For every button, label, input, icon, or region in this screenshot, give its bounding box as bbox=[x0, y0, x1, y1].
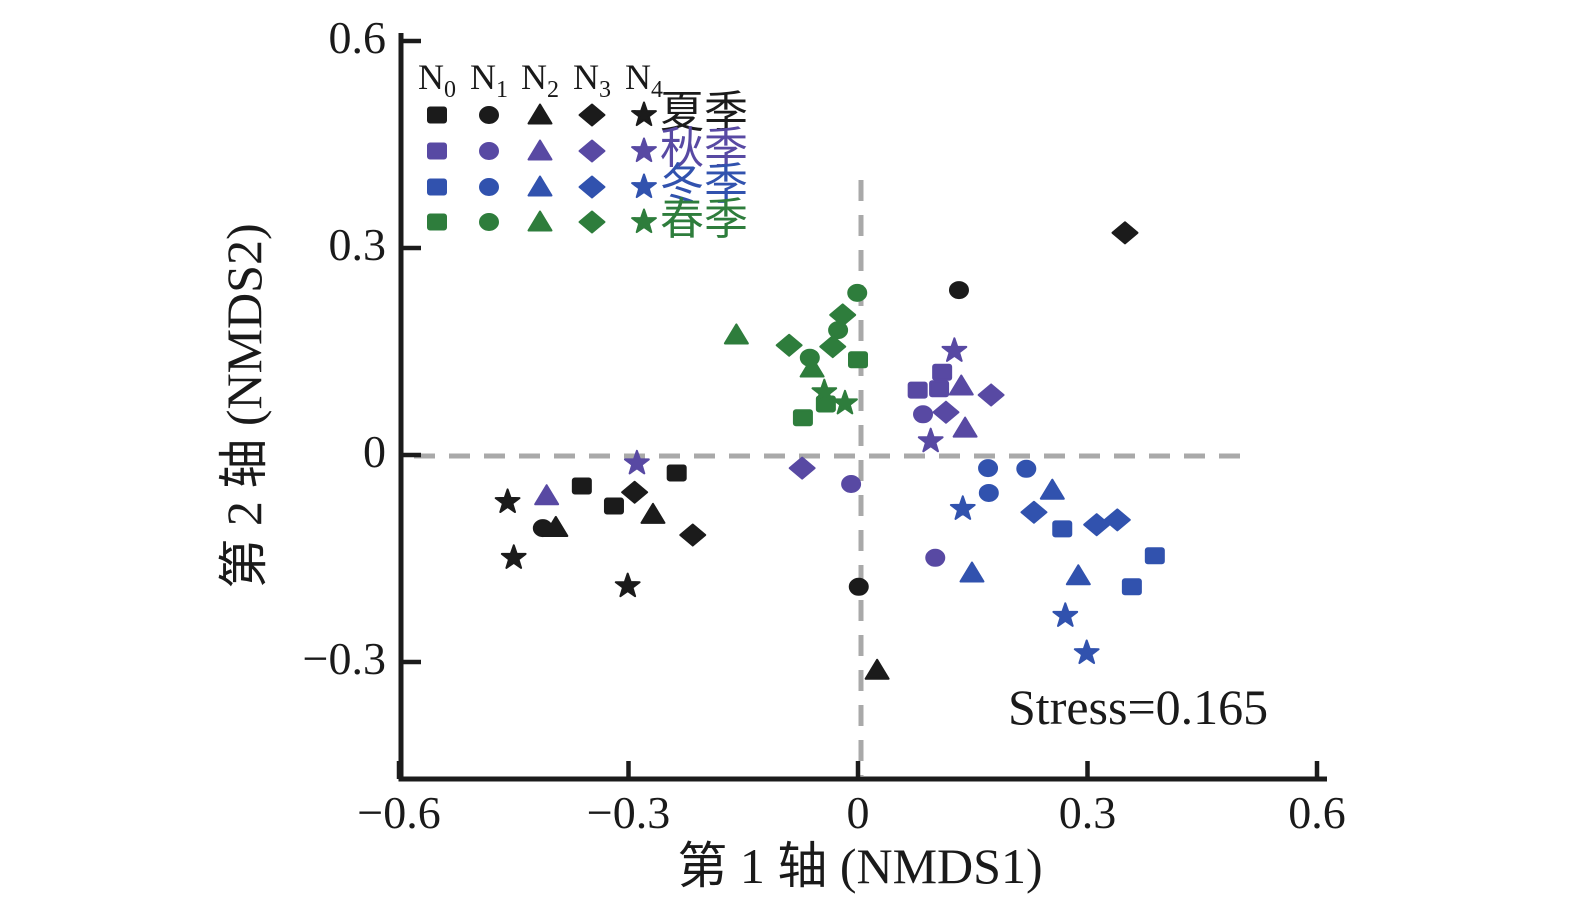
marker-summer-N3 bbox=[1111, 221, 1139, 245]
marker-summer-N0 bbox=[603, 497, 624, 515]
marker-spring-N1 bbox=[847, 283, 868, 302]
legend-marker-spring-N0 bbox=[427, 213, 447, 231]
x-tick-label: 0 bbox=[846, 787, 870, 838]
marker-winter-N0 bbox=[1052, 520, 1073, 538]
legend-marker-winter-N1 bbox=[479, 178, 499, 196]
marker-winter-N2 bbox=[959, 561, 985, 583]
marker-winter-N1 bbox=[978, 459, 999, 478]
marker-summer-N0 bbox=[571, 477, 592, 495]
y-tick-label: 0.3 bbox=[328, 219, 387, 270]
marker-winter-N2 bbox=[1039, 478, 1065, 500]
marker-summer-N0 bbox=[666, 464, 687, 482]
x-tick-label: −0.3 bbox=[586, 787, 671, 838]
legend-marker-winter-N3 bbox=[578, 175, 606, 199]
legend-marker-spring-N3 bbox=[578, 210, 606, 234]
marker-winter-N4 bbox=[1052, 602, 1079, 627]
marker-summer-N3 bbox=[621, 480, 649, 504]
marker-winter-N3 bbox=[1083, 513, 1111, 537]
marker-summer-N2 bbox=[864, 658, 890, 680]
legend-marker-summer-N3 bbox=[578, 103, 606, 127]
marker-spring-N4 bbox=[832, 389, 858, 415]
marker-autumn-N0 bbox=[929, 380, 950, 398]
legend-marker-summer-N2 bbox=[527, 103, 553, 125]
marker-spring-N0 bbox=[848, 351, 868, 369]
marker-autumn-N3 bbox=[977, 383, 1005, 407]
legend-marker-winter-N0 bbox=[427, 178, 447, 196]
legend-label-winter: 冬季 bbox=[660, 160, 748, 209]
legend-marker-autumn-N1 bbox=[479, 142, 499, 160]
x-axis-title: 第 1 轴 (NMDS1) bbox=[677, 838, 1043, 894]
legend-marker-autumn-N4 bbox=[631, 137, 657, 163]
marker-autumn-N2 bbox=[952, 416, 978, 438]
legend-marker-summer-N1 bbox=[479, 106, 499, 124]
y-tick-label: 0.6 bbox=[328, 12, 387, 63]
x-tick-label: −0.6 bbox=[357, 787, 441, 838]
marker-summer-N2 bbox=[640, 502, 666, 524]
marker-winter-N0 bbox=[1121, 578, 1142, 596]
marker-autumn-N1 bbox=[913, 405, 934, 424]
legend-marker-winter-N4 bbox=[631, 173, 657, 199]
legend-header-N3: N3 bbox=[573, 57, 611, 104]
marker-summer-N1 bbox=[948, 281, 969, 300]
marker-spring-N0 bbox=[792, 409, 813, 427]
marker-autumn-N2 bbox=[948, 374, 974, 396]
marker-winter-N3 bbox=[1103, 508, 1131, 532]
marker-summer-N2 bbox=[543, 515, 569, 537]
marker-spring-N3 bbox=[829, 303, 857, 327]
marker-autumn-N1 bbox=[841, 474, 862, 493]
marker-autumn-N3 bbox=[932, 400, 960, 424]
legend-marker-summer-N0 bbox=[427, 106, 447, 124]
marker-autumn-N3 bbox=[788, 456, 816, 480]
marker-summer-N4 bbox=[500, 544, 527, 569]
legend-header-N0: N0 bbox=[418, 57, 456, 104]
marker-winter-N1 bbox=[978, 483, 999, 502]
legend-label-autumn: 秋季 bbox=[660, 124, 748, 173]
marker-winter-N3 bbox=[1020, 500, 1048, 524]
marker-winter-N0 bbox=[1144, 547, 1165, 565]
marker-winter-N2 bbox=[1065, 564, 1091, 586]
legend-marker-spring-N2 bbox=[527, 210, 553, 232]
x-tick-label: 0.6 bbox=[1288, 787, 1346, 838]
legend-label-spring: 春季 bbox=[660, 195, 748, 244]
marker-spring-N2 bbox=[723, 323, 749, 345]
marker-autumn-N4 bbox=[624, 449, 650, 475]
marker-summer-N4 bbox=[494, 488, 521, 513]
marker-spring-N3 bbox=[819, 335, 847, 359]
marker-autumn-N2 bbox=[534, 484, 560, 506]
marker-winter-N1 bbox=[1016, 459, 1037, 478]
legend-marker-spring-N4 bbox=[631, 208, 657, 234]
y-tick-label: 0 bbox=[363, 426, 386, 477]
x-tick-label: 0.3 bbox=[1058, 787, 1117, 838]
legend-header-N4: N4 bbox=[625, 57, 663, 104]
legend-marker-spring-N1 bbox=[479, 213, 499, 231]
marker-spring-N2 bbox=[799, 356, 825, 378]
marker-autumn-N4 bbox=[941, 337, 968, 362]
marker-spring-N3 bbox=[775, 333, 803, 357]
marker-summer-N1 bbox=[848, 577, 869, 596]
legend-header-N2: N2 bbox=[521, 57, 559, 104]
marker-autumn-N0 bbox=[907, 381, 928, 399]
marker-winter-N4 bbox=[949, 495, 976, 520]
legend-marker-summer-N4 bbox=[631, 101, 657, 127]
legend-marker-autumn-N3 bbox=[578, 139, 606, 163]
legend-marker-autumn-N0 bbox=[427, 142, 447, 160]
marker-summer-N4 bbox=[614, 572, 641, 598]
legend-marker-autumn-N2 bbox=[527, 139, 553, 161]
legend-header-N1: N1 bbox=[470, 57, 508, 104]
legend-marker-winter-N2 bbox=[527, 175, 553, 197]
marker-winter-N4 bbox=[1073, 639, 1100, 665]
stress-annotation: Stress=0.165 bbox=[1008, 679, 1269, 735]
marker-spring-N4 bbox=[811, 378, 838, 404]
marker-autumn-N0 bbox=[932, 363, 953, 381]
y-tick-label: −0.3 bbox=[302, 633, 386, 684]
legend-label-summer: 夏季 bbox=[660, 88, 748, 137]
marker-autumn-N4 bbox=[917, 427, 944, 453]
marker-autumn-N1 bbox=[925, 548, 946, 567]
marker-summer-N3 bbox=[679, 523, 707, 547]
